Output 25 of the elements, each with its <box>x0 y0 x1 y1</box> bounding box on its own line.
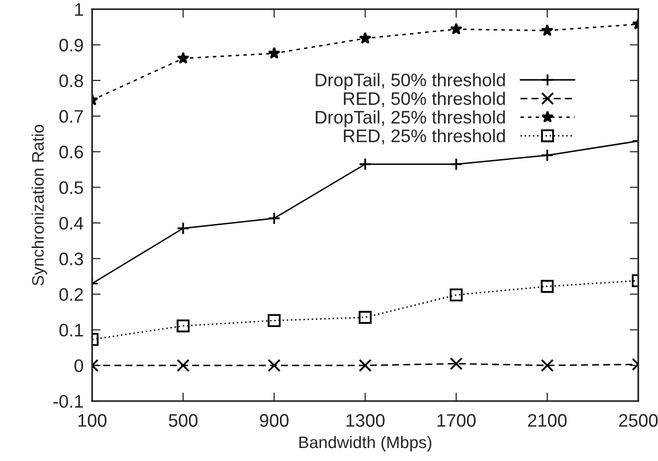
y-tick-label: 0.9 <box>59 38 83 52</box>
x-tick-label: 1700 <box>438 414 476 427</box>
y-tick-label: 0.7 <box>59 110 83 123</box>
y-tick-label: 0.8 <box>59 74 84 88</box>
y-tick-label: 0 <box>74 359 84 372</box>
y-axis-title: Synchronization Ratio <box>32 124 48 286</box>
y-tick-label: 0.6 <box>59 146 83 158</box>
legend-label: RED, 25% threshold <box>344 129 505 144</box>
y-tick-label: 0.1 <box>59 324 83 337</box>
y-tick-label: 0.4 <box>59 216 84 230</box>
legend-label: RED, 50% threshold <box>344 92 505 108</box>
legend-label: DropTail, 50% threshold <box>316 73 505 90</box>
y-tick-label: 0.2 <box>59 288 83 301</box>
x-tick-label: 900 <box>260 414 289 427</box>
y-tick-label: -0.1 <box>53 395 83 408</box>
x-tick-label: 500 <box>168 414 198 427</box>
x-axis-title: Bandwidth (Mbps) <box>299 436 432 452</box>
legend-label: DropTail, 25% threshold <box>316 110 505 128</box>
x-tick-label: 2500 <box>619 414 658 427</box>
x-tick-label: 1300 <box>346 414 385 427</box>
y-tick-label: 1 <box>75 3 83 16</box>
x-tick-label: 100 <box>78 414 106 427</box>
y-tick-label: 0.5 <box>59 181 84 194</box>
x-tick-label: 2100 <box>528 414 567 427</box>
y-tick-label: 0.3 <box>59 252 83 266</box>
